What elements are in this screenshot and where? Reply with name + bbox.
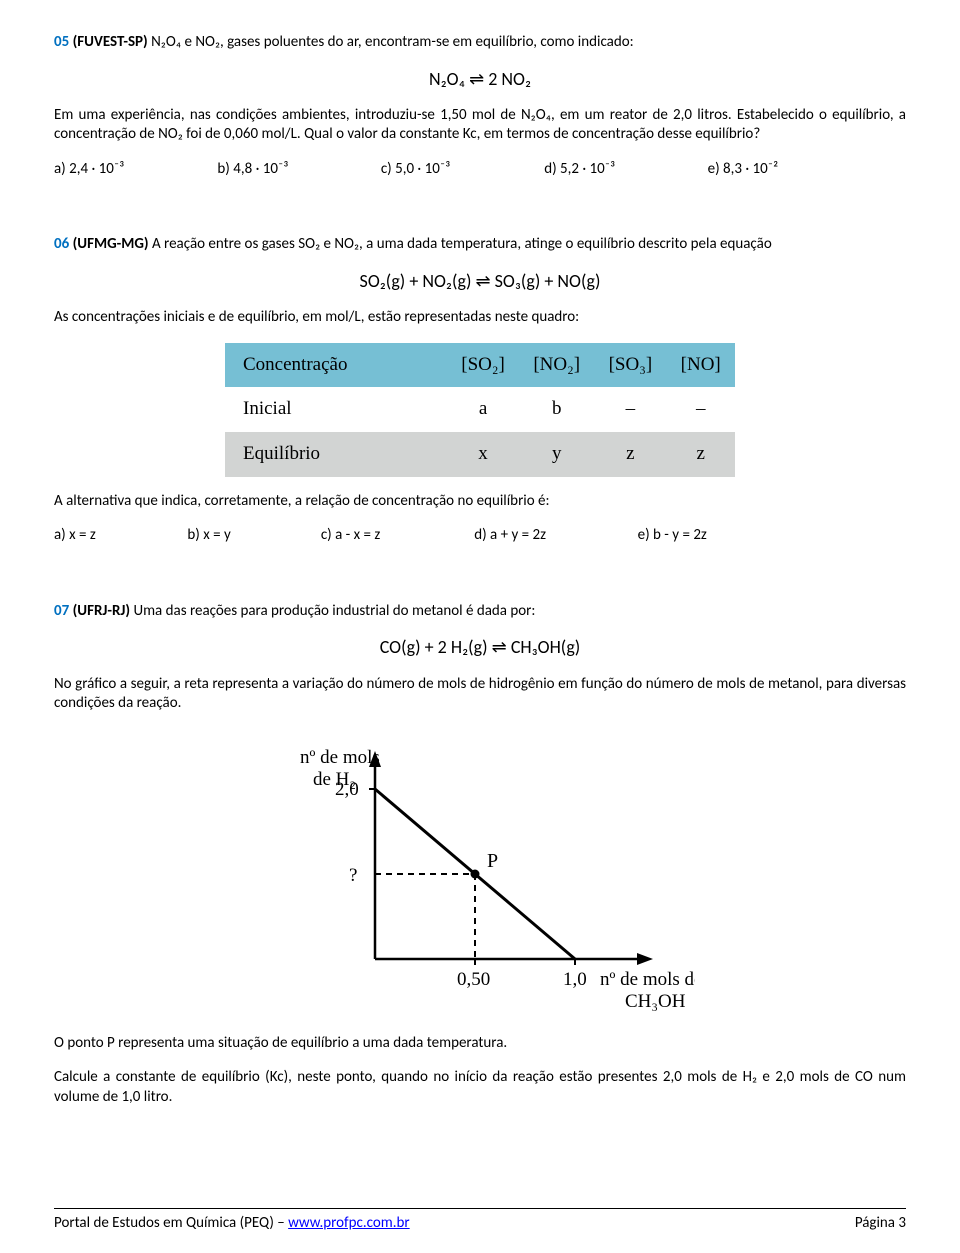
- q05-options: a) 2,4 · 10⁻³ b) 4,8 · 10⁻³ c) 5,0 · 10⁻…: [54, 160, 906, 180]
- q07-intro: 07 (UFRJ-RJ) Uma das reações para produç…: [54, 602, 906, 622]
- graph-x10: 1,0: [563, 969, 587, 990]
- footer-left: Portal de Estudos em Química (PEQ) – www…: [54, 1214, 410, 1234]
- td: –: [594, 387, 666, 432]
- q05-intro: 05 (FUVEST-SP) N₂O₄ e NO₂, gases poluent…: [54, 33, 906, 53]
- q07-source: (UFRJ-RJ): [73, 602, 130, 620]
- q07-after1: O ponto P representa uma situação de equ…: [54, 1034, 906, 1054]
- th-2: [NO₂]: [519, 343, 594, 388]
- q05-source: (FUVEST-SP): [73, 33, 148, 51]
- q06-opt-d: d) a + y = 2z: [474, 526, 634, 546]
- graph-xlabel2: CH₃OH: [625, 991, 686, 1012]
- q05-equation: N₂O₄ ⇌ 2 NO₂: [54, 68, 906, 91]
- graph-xlabel1: nº de mols de: [600, 969, 695, 990]
- q06-equation: SO₂(g) + NO₂(g) ⇌ SO₃(g) + NO(g): [54, 270, 906, 293]
- graph-yq: ?: [349, 865, 357, 886]
- q07-body: No gráfico a seguir, a reta representa a…: [54, 675, 906, 714]
- table-row: Inicial a b – –: [225, 387, 735, 432]
- th-3: [SO₃]: [594, 343, 666, 388]
- th-1: [SO₂]: [447, 343, 519, 388]
- footer-rule: [54, 1208, 906, 1209]
- graph-ylabel1: nº de mols: [300, 747, 380, 768]
- th-4: [NO]: [666, 343, 735, 388]
- q05-opt-d: d) 5,2 · 10⁻³: [544, 160, 704, 180]
- table-header-row: Concentração [SO₂] [NO₂] [SO₃] [NO]: [225, 343, 735, 388]
- q05-opt-b: b) 4,8 · 10⁻³: [217, 160, 377, 180]
- footer-link[interactable]: www.profpc.com.br: [288, 1214, 410, 1232]
- q06-opt-c: c) a - x = z: [321, 526, 471, 546]
- q07-equation: CO(g) + 2 H₂(g) ⇌ CH₃OH(g): [54, 636, 906, 659]
- td: z: [594, 432, 666, 477]
- graph-p: P: [487, 850, 498, 872]
- q07-number: 07: [54, 602, 69, 620]
- q07-graph: nº de mols de H₂ 2,0 ? P 0,50 1,0 nº de …: [265, 729, 695, 1019]
- td: a: [447, 387, 519, 432]
- q06-opt-e: e) b - y = 2z: [638, 526, 707, 546]
- q06-opt-a: a) x = z: [54, 526, 184, 546]
- footer-right: Página 3: [855, 1214, 906, 1234]
- td-inicial: Inicial: [225, 387, 447, 432]
- q06-options: a) x = z b) x = y c) a - x = z d) a + y …: [54, 526, 906, 546]
- td-equilibrio: Equilíbrio: [225, 432, 447, 477]
- page-footer: Portal de Estudos em Química (PEQ) – www…: [54, 1214, 906, 1234]
- td: x: [447, 432, 519, 477]
- q06-line3: A alternativa que indica, corretamente, …: [54, 492, 906, 512]
- graph-y20: 2,0: [335, 779, 359, 800]
- q06-source: (UFMG-MG): [73, 235, 149, 253]
- q06-opt-b: b) x = y: [187, 526, 317, 546]
- q07-after2: Calcule a constante de equilíbrio (Kc), …: [54, 1068, 906, 1107]
- footer-left-text: Portal de Estudos em Química (PEQ) –: [54, 1214, 288, 1232]
- q05-opt-c: c) 5,0 · 10⁻³: [381, 160, 541, 180]
- q05-number: 05: [54, 33, 69, 51]
- q06-number: 06: [54, 235, 69, 253]
- q05-body: Em uma experiência, nas condições ambien…: [54, 106, 906, 145]
- td: y: [519, 432, 594, 477]
- q06-line2: As concentrações iniciais e de equilíbri…: [54, 308, 906, 328]
- q05-intro-text: N₂O₄ e NO₂, gases poluentes do ar, encon…: [148, 33, 634, 51]
- table-row: Equilíbrio x y z z: [225, 432, 735, 477]
- q05-opt-e: e) 8,3 · 10⁻²: [708, 160, 779, 180]
- td: z: [666, 432, 735, 477]
- q05-opt-a: a) 2,4 · 10⁻³: [54, 160, 214, 180]
- th-0: Concentração: [225, 343, 447, 388]
- q06-intro: 06 (UFMG-MG) A reação entre os gases SO₂…: [54, 235, 906, 255]
- td: –: [666, 387, 735, 432]
- q06-intro-text: A reação entre os gases SO₂ e NO₂, a uma…: [149, 235, 772, 253]
- concentration-table: Concentração [SO₂] [NO₂] [SO₃] [NO] Inic…: [225, 343, 735, 477]
- td: b: [519, 387, 594, 432]
- graph-x05: 0,50: [457, 969, 490, 990]
- q07-intro-text: Uma das reações para produção industrial…: [130, 602, 535, 620]
